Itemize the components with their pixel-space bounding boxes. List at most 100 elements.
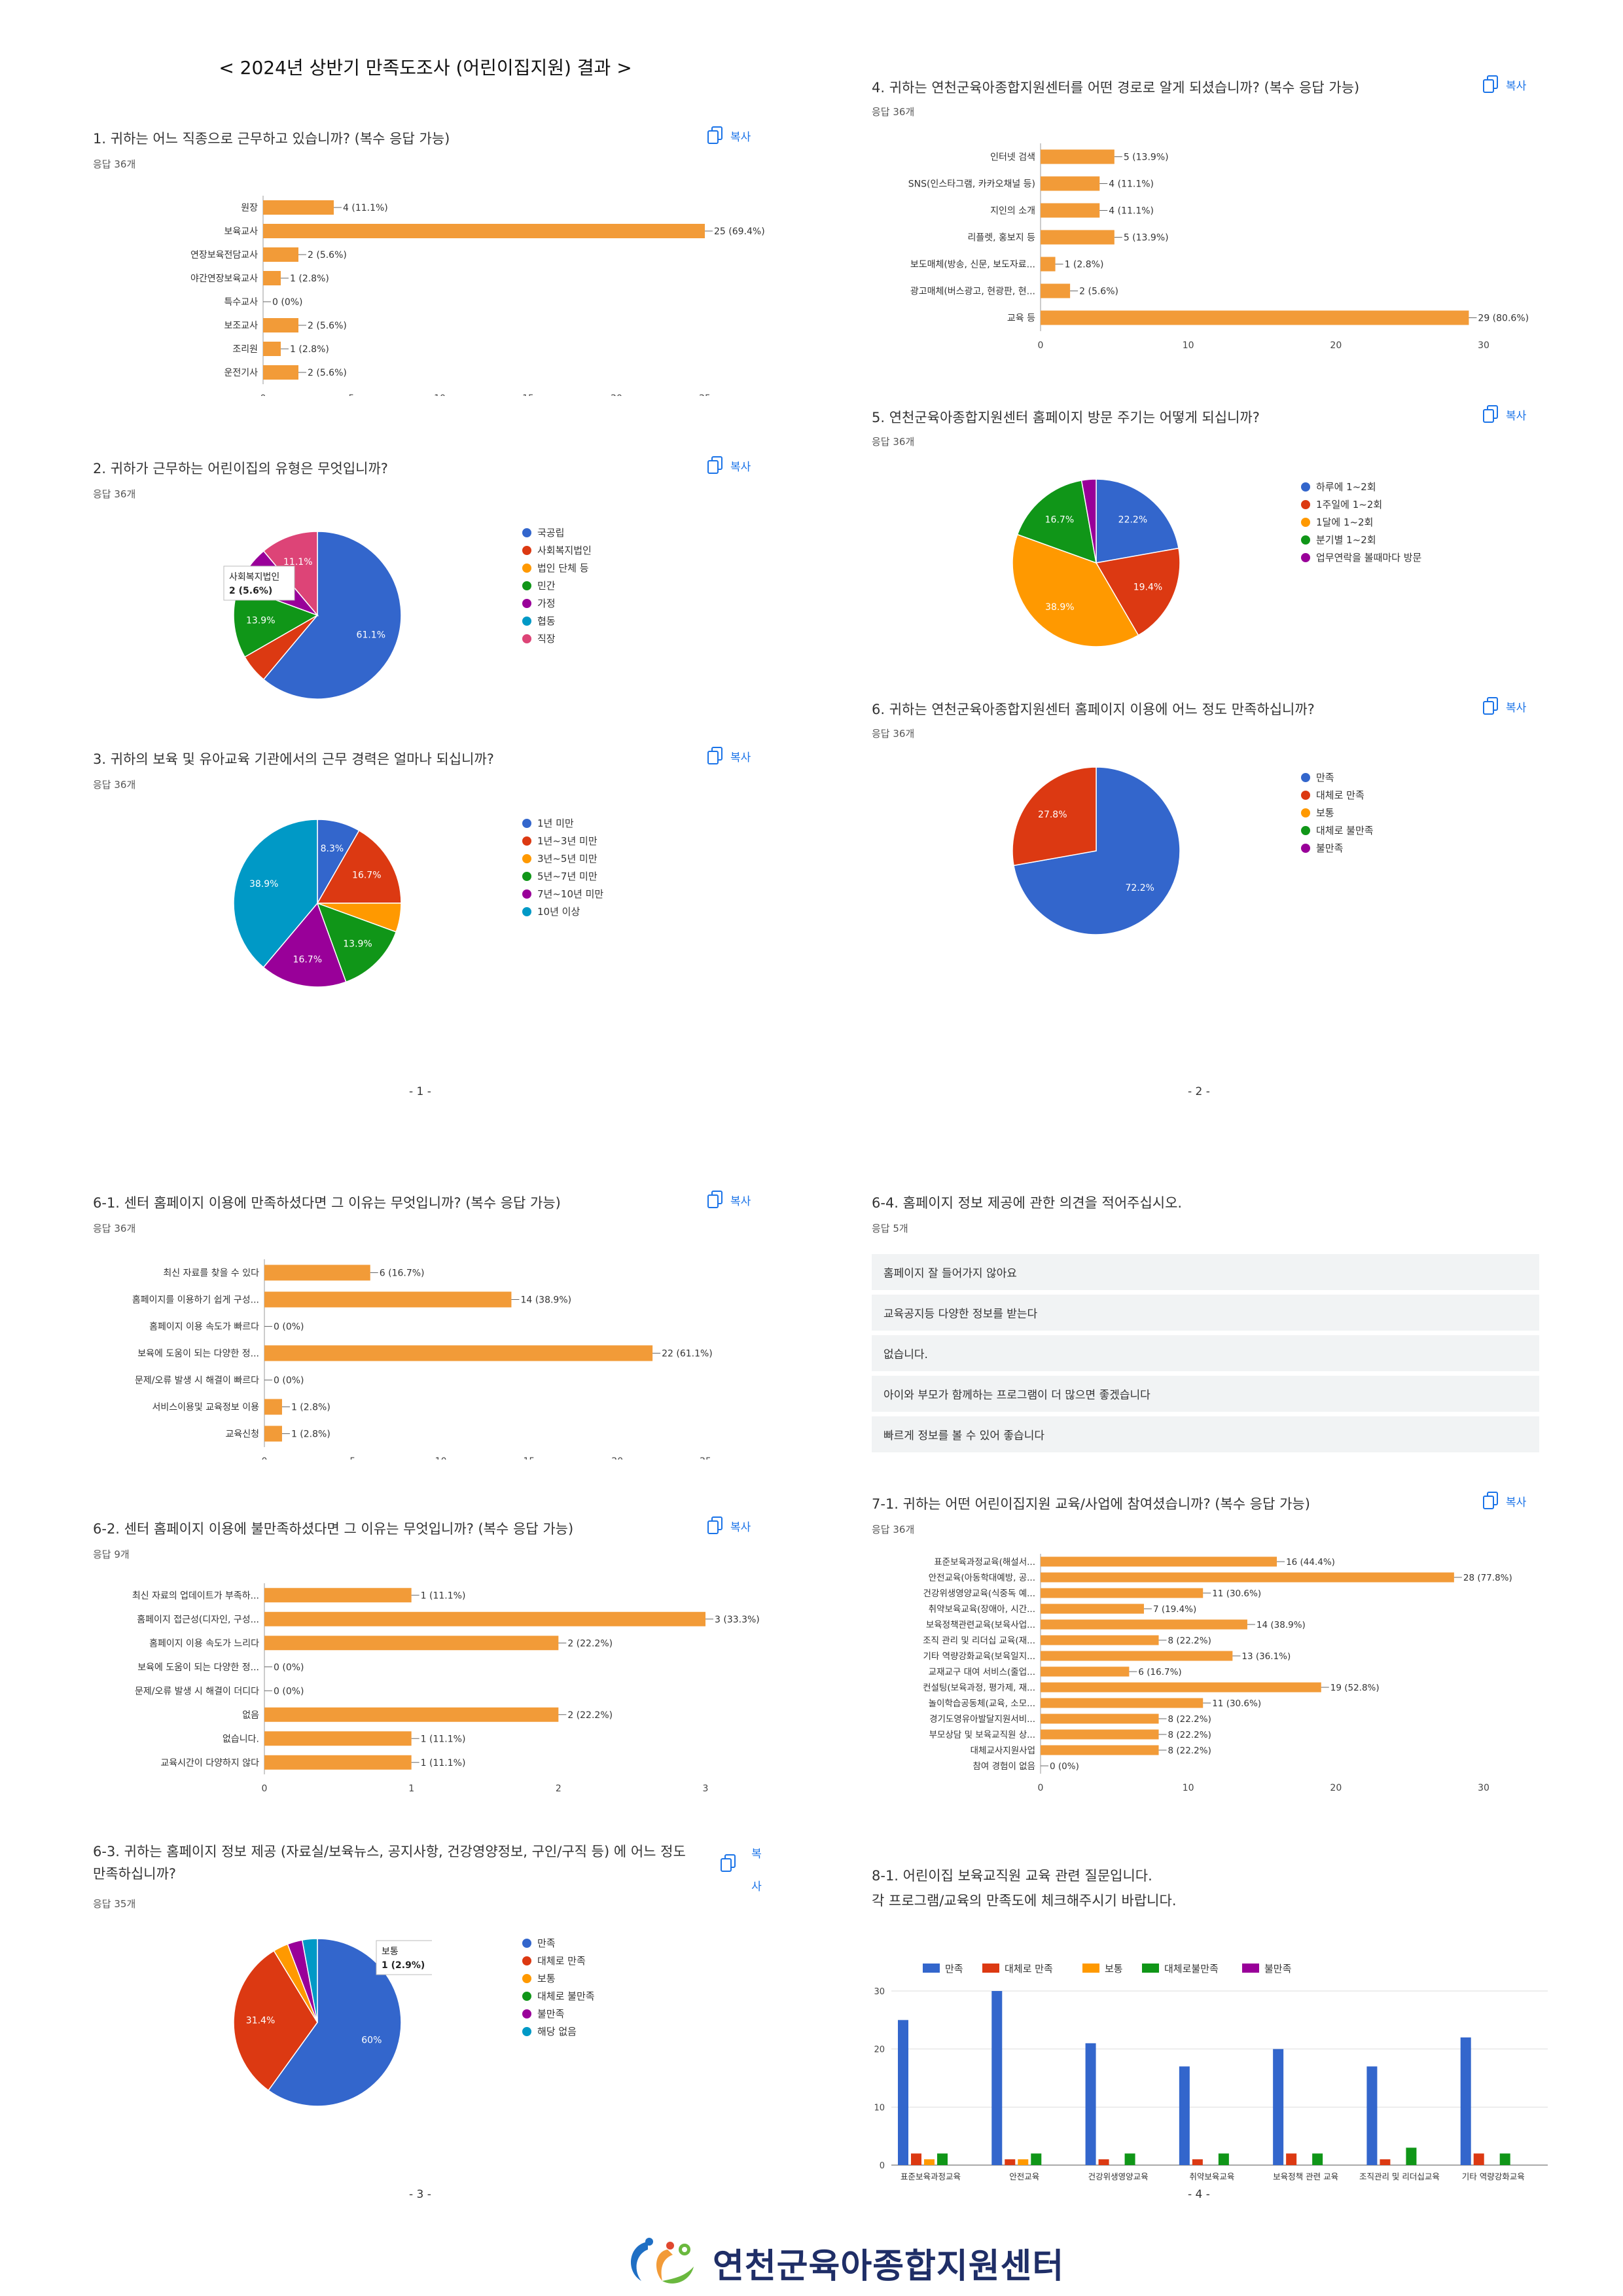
legend-label: 업무연락을 볼때마다 방문 [1316,552,1422,564]
category-label: 지인의 소개 [990,206,1035,217]
data-label: 8 (22.2%) [1168,1636,1211,1646]
legend-swatch [1082,1964,1099,1973]
legend-swatch [522,1938,531,1948]
legend-swatch [1301,825,1310,835]
bar [264,1707,559,1722]
bar [264,1611,705,1626]
category-label: 부모상담 및 보육교직원 상... [929,1730,1035,1740]
legend-item: 가정 [522,594,592,612]
bar [264,1731,412,1746]
data-label: 4 (11.1%) [1109,179,1154,190]
legend-swatch [1301,843,1310,853]
category-label: 인터넷 검색 [990,152,1035,163]
bar [263,318,298,332]
slice-label: 38.9% [1045,602,1074,613]
legend-item: 사회복지법인 [522,541,592,559]
copy-button-q2[interactable]: 복사 [707,456,751,475]
copy-button-q6-3[interactable] [720,1854,738,1874]
legend-q6: 만족 대체로 만족 보통 대체로 불만족 불만족 [1301,768,1374,857]
legend-swatch [923,1964,940,1973]
responses-list: 홈페이지 잘 들어가지 않아요 교육공지등 다양한 정보를 받는다 없습니다. … [872,1254,1539,1452]
x-tick-label: 3 [703,1784,709,1794]
legend-label: 국공립 [537,527,565,539]
legend-item: 법인 단체 등 [522,559,592,577]
copy-button-q3[interactable]: 복사 [707,746,751,766]
slice-label: 13.9% [343,939,372,950]
response-item: 빠르게 정보를 볼 수 있어 좋습니다 [872,1416,1539,1452]
slice-label: 16.7% [293,955,322,965]
x-tick-label: 20 [1330,340,1342,351]
category-label: 보육정책관련교육(보육사업... [926,1620,1035,1630]
bar [264,1265,370,1281]
bar [1406,2147,1417,2165]
legend-label: 사회복지법인 [537,545,592,556]
pie-slice [1080,478,1097,564]
bar [1179,2066,1190,2165]
copy-button-q4[interactable]: 복사 [1482,75,1526,94]
copy-button-q6-2[interactable]: 복사 [707,1516,751,1535]
legend-item: 1년 미만 [522,814,603,832]
legend-label: 보통 [1316,807,1334,819]
legend-item: 불만족 [1301,839,1374,857]
copy-button-q1[interactable]: 복사 [707,126,751,145]
response-item: 홈페이지 잘 들어가지 않아요 [872,1254,1539,1290]
legend-label: 불만족 [1316,842,1344,854]
slice-tooltip: 보통 1 (2.9%) [376,1940,432,1975]
copy-label: 복사 [730,751,751,764]
bar [264,1345,653,1361]
copy-button-q6-1[interactable]: 복사 [707,1190,751,1210]
copy-button-q5[interactable]: 복사 [1482,404,1526,424]
category-label: 서비스이용및 교육정보 이용 [152,1403,260,1413]
legend-label: 해당 없음 [537,2026,577,2037]
slice-label: 22.2% [1118,514,1147,525]
bar [1312,2153,1323,2165]
bar [1041,283,1071,298]
category-label: 기타 역량강화교육(보육일지... [923,1651,1035,1662]
copy-icon [707,126,724,145]
question-title-4: 4. 귀하는 연천군육아종합지원센터를 어떤 경로로 알게 되셨습니까? (복수… [872,80,1360,96]
legend-swatch [522,818,531,828]
category-label: 컨설팅(보육과정, 평가제, 재... [923,1683,1035,1693]
legend-swatch [522,581,531,590]
data-label: 1 (2.8%) [291,1403,330,1413]
tooltip-line-1: 사회복지법인 [229,572,279,583]
legend-swatch [522,563,531,573]
bar [1041,1588,1204,1598]
legend-label: 보통 [1105,1963,1123,1975]
bar [1041,1698,1204,1708]
legend-item: 협동 [522,612,592,630]
copy-label: 복사 [1506,409,1527,423]
legend-swatch [1242,1964,1259,1973]
data-label: 8 (22.2%) [1168,1730,1211,1740]
data-label: 19 (52.8%) [1330,1683,1380,1693]
category-label: 문제/오류 발생 시 해결이 더디다 [135,1686,259,1696]
category-label: 조직 관리 및 리더십 교육(재... [923,1636,1035,1646]
category-label: 보육교사 [224,226,258,237]
x-tick-label: 0 [1038,1783,1044,1793]
bar [1473,2153,1484,2165]
question-title-8-1: 8-1. 어린이집 보육교직원 교육 관련 질문입니다. [872,1868,1152,1884]
bar [263,342,281,356]
copy-icon [720,1854,737,1873]
legend-item: 국공립 [522,524,592,541]
pie-slice [1012,533,1139,647]
chart-q8-1: 만족 대체로 만족 보통 대체로불만족 불만족 0 10 20 30 표준보육과정교육 안전교육 건강… [874,1963,1548,2181]
legend-item: 불만족 [522,2005,595,2022]
category-label: 표준보육과정교육(해설서... [934,1557,1035,1568]
slice-label: 60% [361,2036,382,2046]
copy-button-q7-1[interactable]: 복사 [1482,1491,1526,1511]
data-label: 1 (11.1%) [421,1734,466,1744]
category-label: 교육신청 [225,1429,259,1440]
response-count-6-1: 응답 36개 [93,1223,136,1234]
x-tick-label: 25 [700,1456,711,1460]
legend-swatch [522,906,531,916]
category-label: 안전교육 [1009,2172,1039,2181]
copy-button-q6[interactable]: 복사 [1482,696,1526,716]
slice-label: 16.7% [1045,514,1074,525]
data-label: 1 (2.8%) [1065,260,1104,270]
bar [1041,1604,1144,1614]
data-label: 4 (11.1%) [1109,206,1154,217]
legend-label: 가정 [537,598,556,609]
question-title-5: 5. 연천군육아종합지원센터 홈페이지 방문 주기는 어떻게 되십니까? [872,410,1260,425]
bar [991,1991,1003,2165]
